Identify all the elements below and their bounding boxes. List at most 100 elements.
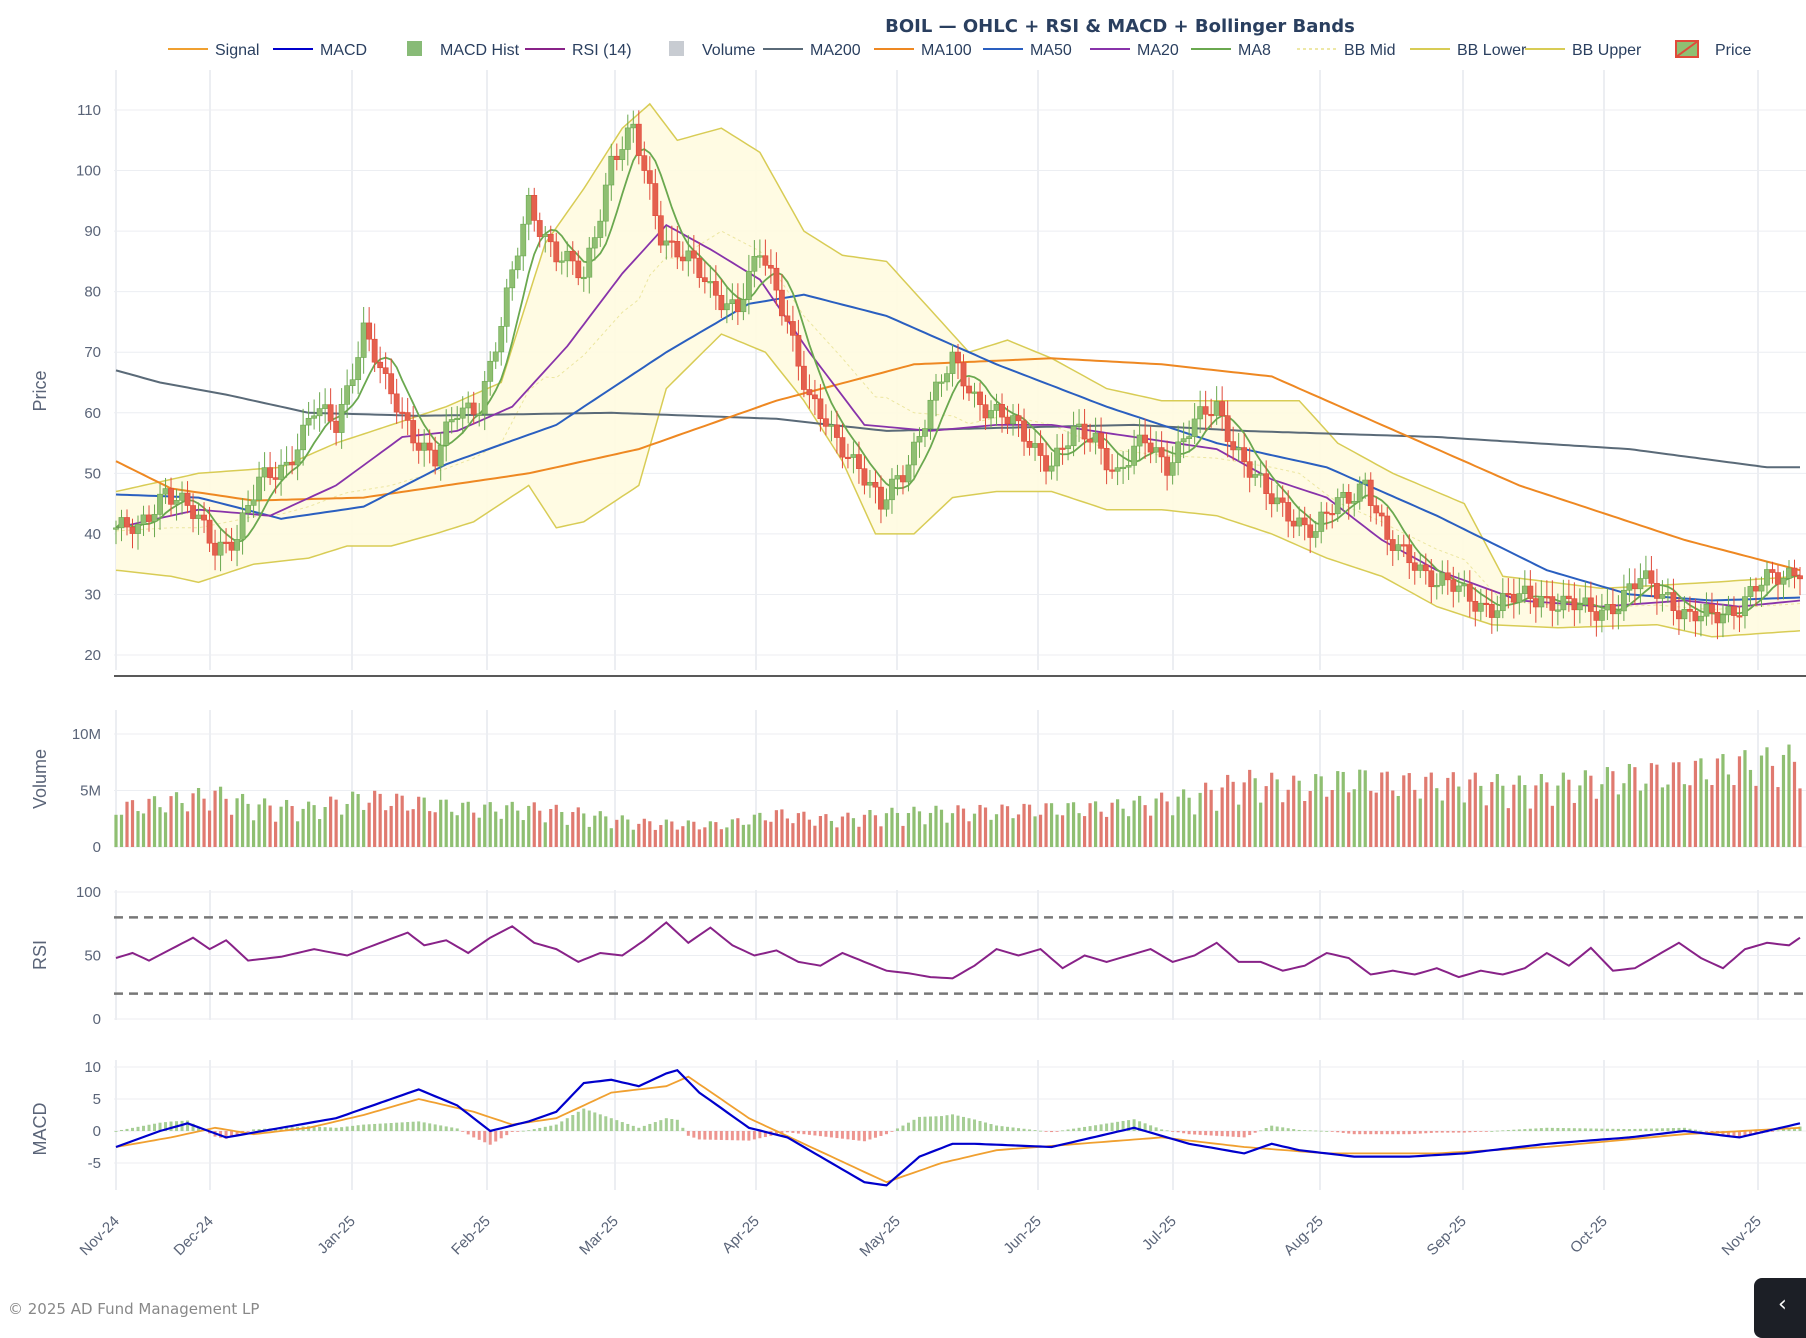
price-tick-label: 50: [84, 465, 101, 482]
macd-hist-bar: [1088, 1126, 1092, 1131]
macd-hist-bar: [1055, 1131, 1059, 1132]
macd-hist-bar: [604, 1116, 608, 1131]
volume-bar: [1583, 770, 1587, 847]
macd-hist-bar: [1506, 1130, 1510, 1131]
candle-body: [977, 391, 983, 405]
candle-body: [272, 477, 279, 480]
macd-hist-bar: [235, 1131, 239, 1136]
macd-hist-bar: [1556, 1127, 1560, 1131]
volume-bar: [763, 820, 767, 847]
candle-body: [1103, 448, 1110, 471]
volume-bar: [967, 821, 971, 847]
volume-bar: [956, 805, 960, 847]
candle-body: [740, 299, 747, 313]
macd-hist-bar: [362, 1124, 366, 1131]
candle-body: [311, 415, 318, 419]
macd-hist-bar: [1330, 1131, 1334, 1132]
volume-bar: [1462, 802, 1466, 847]
collapse-panel-button[interactable]: ‹: [1754, 1278, 1806, 1338]
rsi-tick-label: 100: [76, 884, 101, 901]
candle-body: [129, 526, 136, 534]
volume-bar: [318, 819, 322, 847]
macd-hist-bar: [692, 1131, 696, 1138]
candle-body: [146, 514, 152, 522]
candle-body: [1213, 401, 1220, 416]
macd-hist-bar: [1776, 1130, 1780, 1132]
volume-bar: [752, 814, 756, 847]
candle-body: [1120, 466, 1126, 469]
legend-label: RSI (14): [572, 42, 632, 59]
macd-hist-bar: [1308, 1130, 1312, 1132]
candle-body: [1609, 603, 1616, 615]
legend[interactable]: Signal MACD MACD Hist RSI (14) Volume MA200 MA…: [168, 40, 1752, 59]
legend-label: BB Upper: [1572, 42, 1642, 59]
volume-bar: [1688, 785, 1692, 847]
candle-body: [993, 404, 1000, 411]
macd-hist-bar: [1660, 1128, 1664, 1131]
volume-bar: [1341, 771, 1345, 847]
legend-label: BB Lower: [1457, 42, 1527, 59]
macd-hist-bar: [1424, 1131, 1428, 1134]
volume-bar: [532, 802, 536, 847]
legend-label: MA200: [810, 42, 861, 59]
volume-bar: [725, 827, 729, 847]
candle-body: [1797, 575, 1803, 580]
macd-hist-bar: [719, 1131, 723, 1140]
volume-bar: [1143, 805, 1147, 847]
macd-hist-bar: [1710, 1131, 1714, 1133]
macd-tick-label: 5: [93, 1091, 101, 1108]
volume-bar: [329, 796, 333, 847]
candle-body: [1598, 609, 1605, 621]
volume-bar: [697, 829, 701, 847]
candle-body: [1587, 597, 1594, 612]
volume-bar: [769, 821, 773, 847]
macd-hist-bar: [422, 1122, 426, 1131]
macd-hist-bar: [973, 1119, 977, 1131]
volume-bar: [1082, 816, 1087, 847]
candle-body: [668, 240, 675, 243]
volume-bar: [1358, 769, 1362, 847]
volume-bar: [862, 814, 867, 847]
volume-bar: [868, 810, 872, 847]
candle-body: [1428, 570, 1435, 588]
candle-body: [377, 361, 384, 369]
candle-body: [911, 441, 917, 466]
volume-bar: [235, 798, 239, 847]
volume-bar: [895, 812, 900, 847]
volume-bar: [510, 801, 514, 847]
candle-body: [481, 381, 488, 415]
volume-bar: [1666, 784, 1670, 847]
candle-body: [140, 514, 147, 525]
macd-hist-bar: [1017, 1128, 1021, 1131]
macd-hist-bar: [868, 1131, 872, 1140]
macd-hist-bar: [708, 1131, 712, 1140]
volume-bar: [1638, 790, 1643, 847]
macd-hist-bar: [1594, 1128, 1598, 1131]
volume-bar: [879, 826, 883, 847]
candle-body: [646, 170, 653, 184]
candle-body: [635, 123, 642, 156]
candle-body: [674, 241, 681, 258]
candle-body: [113, 527, 119, 530]
volume-bar: [1297, 780, 1301, 847]
volume-bar: [1787, 744, 1791, 847]
volume-bar: [1088, 803, 1092, 847]
macd-hist-bar: [736, 1131, 740, 1141]
candle-body: [206, 519, 213, 544]
candle-body: [762, 255, 769, 266]
macd-hist-bar: [1116, 1121, 1120, 1131]
candle-body: [707, 281, 714, 284]
volume-bar: [686, 820, 690, 847]
macd-hist-bar: [477, 1131, 481, 1140]
volume-bar: [708, 821, 712, 847]
volume-bar: [273, 821, 278, 847]
macd-hist-bar: [1000, 1126, 1004, 1131]
volume-bar: [978, 804, 982, 847]
volume-axis-title: Volume: [30, 749, 50, 809]
candle-body: [212, 542, 218, 556]
candle-body: [316, 408, 323, 417]
macd-hist-bar: [1435, 1131, 1439, 1133]
candle-body: [157, 493, 163, 515]
candle-body: [1301, 517, 1308, 526]
macd-hist-bar: [1121, 1120, 1125, 1131]
